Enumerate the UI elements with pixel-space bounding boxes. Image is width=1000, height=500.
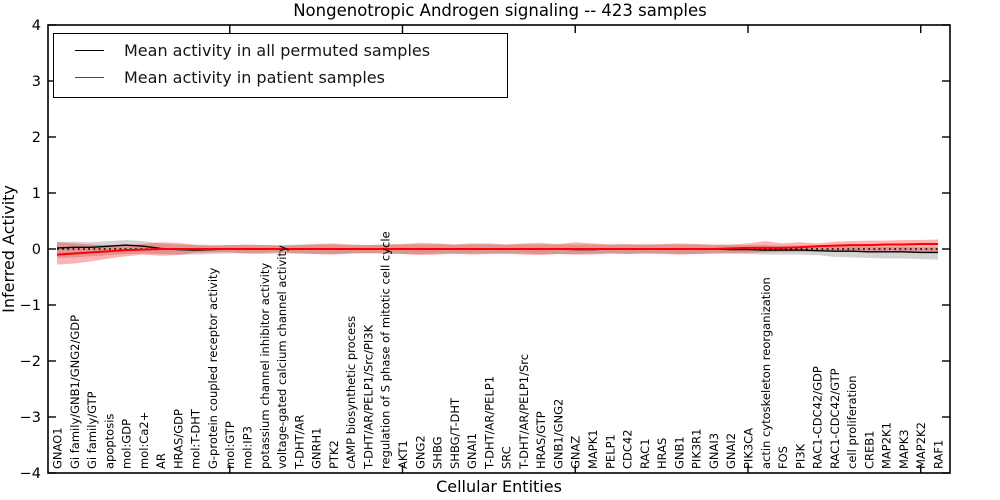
x-tick-label: PI3K xyxy=(793,443,807,469)
y-tick-label: 3 xyxy=(32,74,41,90)
x-tick-label: G-protein coupled receptor activity xyxy=(206,267,220,469)
x-tick-label: CDC42 xyxy=(621,429,635,469)
x-tick-label: PELP1 xyxy=(603,434,617,469)
y-tick-label: 0 xyxy=(32,242,41,258)
x-tick-label: voltage-gated calcium channel activity xyxy=(275,245,289,469)
legend-entry: Mean activity in all permuted samples xyxy=(54,37,507,64)
x-tick-label: Gi family/GNB1/GNG2/GDP xyxy=(68,315,82,469)
x-tick-label: GNAI2 xyxy=(724,433,738,469)
x-tick-label: mol:Ca2+ xyxy=(137,412,151,469)
x-tick-label: mol:GTP xyxy=(223,421,237,469)
x-tick-label: mol:IP3 xyxy=(241,426,255,469)
x-tick-label: mol:GDP xyxy=(120,419,134,469)
x-tick-label: HRAS xyxy=(655,438,669,469)
legend-box: Mean activity in all permuted samples Mea… xyxy=(53,33,508,98)
x-tick-label: MAPK1 xyxy=(586,429,600,469)
legend-label: Mean activity in all permuted samples xyxy=(124,41,431,60)
x-tick-label: HRAS/GDP xyxy=(171,409,185,469)
x-tick-label: cAMP biosynthetic process xyxy=(344,316,358,469)
x-tick-label: GNB1/GNG2 xyxy=(551,399,565,469)
y-tick-label: 1 xyxy=(32,186,41,202)
x-tick-label: RAC1 xyxy=(638,438,652,469)
x-tick-label: GNB1 xyxy=(672,436,686,469)
patient-activity-range-band xyxy=(57,239,938,265)
x-tick-label: T-DHT/AR/PELP1/Src xyxy=(517,354,531,470)
x-tick-label: potassium channel inhibitor activity xyxy=(258,263,272,469)
x-tick-label: regulation of S phase of mitotic cell cy… xyxy=(379,231,393,469)
x-tick-label: SHBG xyxy=(431,436,445,469)
y-tick-label: −2 xyxy=(20,354,41,370)
x-tick-label: actin cytoskeleton reorganization xyxy=(759,277,773,469)
x-tick-label: T-DHT/AR/PELP1 xyxy=(482,376,496,470)
x-tick-label: T-DHT/AR xyxy=(292,415,306,470)
x-tick-label: AKT1 xyxy=(396,440,410,469)
x-tick-label: GNRH1 xyxy=(310,428,324,469)
x-tick-label: PIK3CA xyxy=(741,428,755,469)
x-tick-label: GNAZ xyxy=(569,436,583,469)
y-tick-label: 2 xyxy=(32,130,41,146)
x-tick-label: mol:T-DHT xyxy=(189,408,203,469)
y-tick-label: −1 xyxy=(20,298,41,314)
patient-mean-line xyxy=(56,243,938,256)
x-tick-label: GNAI1 xyxy=(465,433,479,469)
legend-label: Mean activity in patient samples xyxy=(124,68,385,87)
x-tick-label: GNAO1 xyxy=(51,427,65,469)
x-tick-label: PTK2 xyxy=(327,440,341,469)
x-tick-label: SRC xyxy=(500,446,514,469)
legend-line-sample xyxy=(75,77,104,78)
y-tick-label: 4 xyxy=(32,18,41,34)
x-tick-label: cell proliferation xyxy=(845,375,859,469)
x-tick-label: PIK3R1 xyxy=(690,429,704,470)
x-tick-label: GNAI3 xyxy=(707,433,721,469)
x-tick-label: RAC1-CDC42/GDP xyxy=(811,366,825,469)
legend-line-sample xyxy=(75,50,104,51)
x-tick-label: Gi family/GTP xyxy=(85,391,99,469)
chart-title: Nongenotropic Androgen signaling -- 423 … xyxy=(293,1,707,20)
x-tick-label: MAP2K2 xyxy=(914,422,928,469)
x-tick-label: SHBG/T-DHT xyxy=(448,397,462,469)
x-tick-label: RAF1 xyxy=(932,440,946,469)
x-tick-label: FOS xyxy=(776,446,790,469)
x-tick-label: RAC1-CDC42/GTP xyxy=(828,368,842,469)
x-tick-label: MAPK3 xyxy=(897,429,911,469)
y-tick-label: −3 xyxy=(20,410,41,426)
y-axis-label: Inferred Activity xyxy=(0,185,18,313)
x-tick-label: apoptosis xyxy=(102,414,116,469)
x-tick-label: GNG2 xyxy=(413,435,427,469)
x-tick-label: CREB1 xyxy=(862,431,876,470)
x-axis-label: Cellular Entities xyxy=(436,477,562,496)
x-tick-label: T-DHT/AR/PELP1/Src/PI3K xyxy=(361,324,375,470)
legend-entry: Mean activity in patient samples xyxy=(54,64,507,91)
y-tick-label: −4 xyxy=(20,466,41,482)
x-tick-label: MAP2K1 xyxy=(880,422,894,469)
x-tick-label: HRAS/GTP xyxy=(534,411,548,469)
x-tick-label: AR xyxy=(154,453,168,469)
